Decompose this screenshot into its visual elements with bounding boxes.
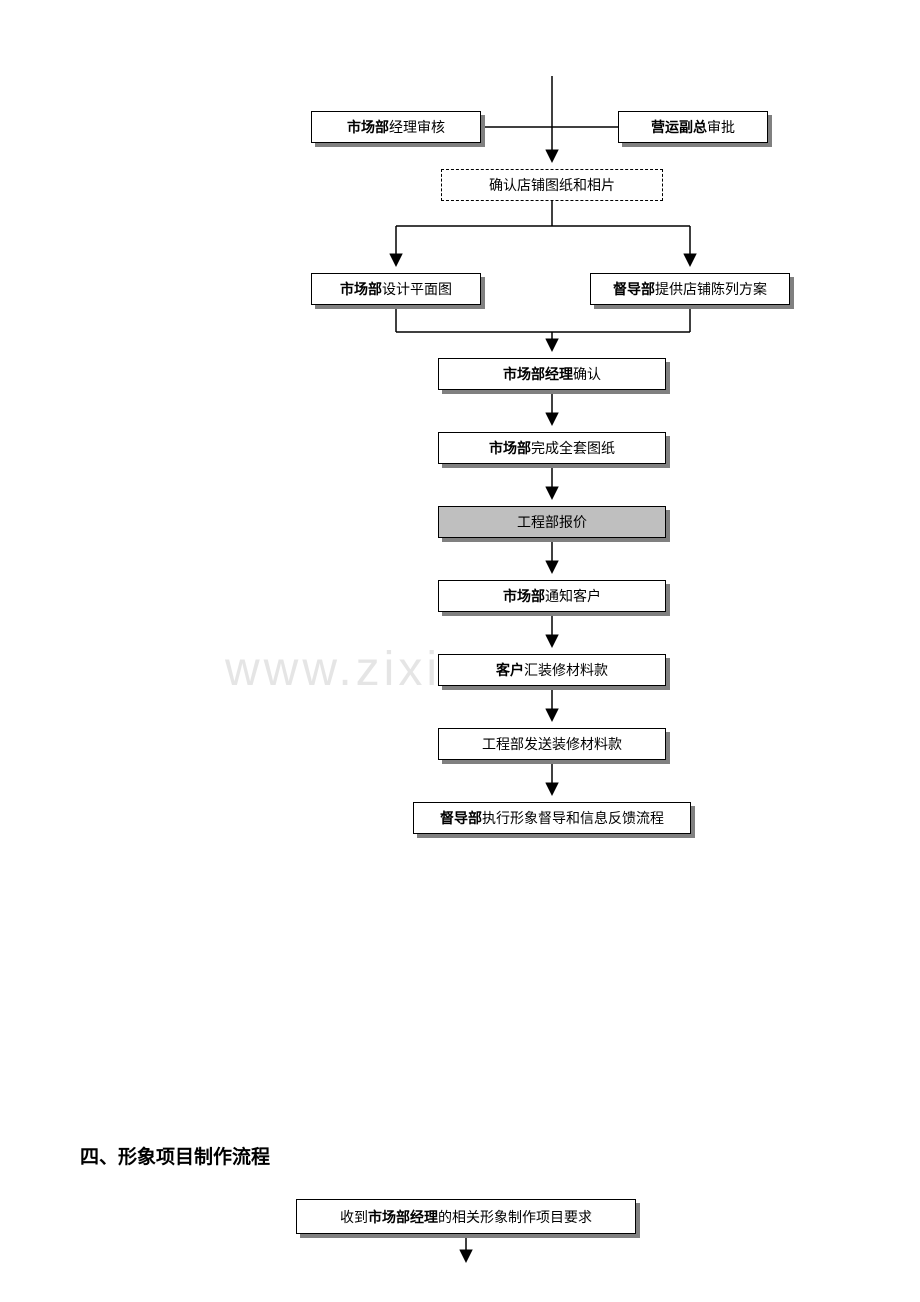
flow-node: 督导部提供店铺陈列方案 [590, 273, 790, 305]
flow-node-label: 营运副总审批 [651, 117, 735, 137]
flow-node-label: 市场部设计平面图 [340, 279, 452, 299]
flow-node-label: 督导部提供店铺陈列方案 [613, 279, 767, 299]
flow-node-label: 收到市场部经理的相关形象制作项目要求 [340, 1207, 592, 1227]
flow-node: 市场部经理确认 [438, 358, 666, 390]
flow-node: 市场部经理审核 [311, 111, 481, 143]
flow-node-label: 督导部执行形象督导和信息反馈流程 [440, 808, 664, 828]
flow-node-label: 客户汇装修材料款 [496, 660, 608, 680]
diagram-canvas: www.zixin.com.cn 市场部经理审核营运副总审批确认店铺图纸和相片市… [0, 0, 920, 1302]
flow-node: 确认店铺图纸和相片 [441, 169, 663, 201]
flow-node: 营运副总审批 [618, 111, 768, 143]
flow-node-label: 工程部报价 [517, 512, 587, 532]
flow-node: 工程部报价 [438, 506, 666, 538]
flow-node-label: 市场部通知客户 [503, 586, 601, 606]
flow-node: 督导部执行形象督导和信息反馈流程 [413, 802, 691, 834]
flow-node: 客户汇装修材料款 [438, 654, 666, 686]
flow-node-label: 确认店铺图纸和相片 [489, 175, 615, 195]
flow-node: 工程部发送装修材料款 [438, 728, 666, 760]
flow-node-label: 市场部经理审核 [347, 117, 445, 137]
flow-node: 市场部设计平面图 [311, 273, 481, 305]
flow-node: 市场部通知客户 [438, 580, 666, 612]
flow-node-label: 市场部经理确认 [503, 364, 601, 384]
flow-node-label: 工程部发送装修材料款 [482, 734, 622, 754]
section-heading: 四、形象项目制作流程 [80, 1142, 270, 1169]
flow-node: 市场部完成全套图纸 [438, 432, 666, 464]
flow-node-label: 市场部完成全套图纸 [489, 438, 615, 458]
flow-node: 收到市场部经理的相关形象制作项目要求 [296, 1199, 636, 1234]
